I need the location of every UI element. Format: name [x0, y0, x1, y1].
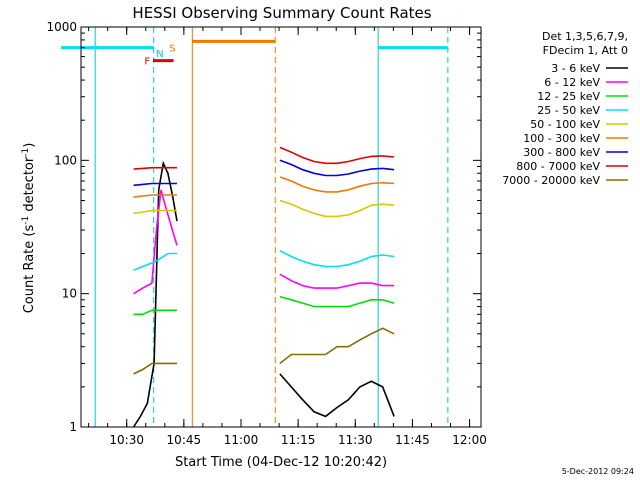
- chart-title: HESSI Observing Summary Count Rates: [132, 4, 431, 22]
- y-tick-label: 100: [54, 153, 77, 167]
- series-line-2-seg-0: [133, 309, 177, 316]
- flag-label-F: F: [144, 57, 150, 68]
- legend: Det 1,3,5,6,7,9, FDecim 1, Att 0 3 - 6 k…: [502, 30, 628, 187]
- series-line-1-seg-0: [133, 189, 178, 295]
- x-tick-label: 10:30: [109, 433, 144, 447]
- legend-header-line-2: FDecim 1, Att 0: [543, 44, 628, 57]
- series-line-4-seg-0: [133, 209, 177, 215]
- series-line-8-seg-1: [279, 327, 395, 365]
- y-tick-label: 10: [62, 287, 77, 301]
- series-line-3-seg-1: [279, 249, 395, 268]
- legend-entry-label: 50 - 100 keV: [530, 118, 600, 131]
- series-line-6-seg-0: [133, 182, 177, 187]
- series-line-1-seg-1: [279, 273, 395, 289]
- x-tick-label: 10:45: [167, 433, 202, 447]
- legend-entry-label: 800 - 7000 keV: [516, 160, 600, 173]
- y-axis-label: Count Rate (s-1 detector-1): [21, 143, 37, 314]
- y-tick-label: 1000: [46, 20, 77, 34]
- series-line-0-seg-1: [279, 373, 395, 418]
- y-tick-label: 1: [69, 420, 77, 434]
- legend-entry-label: 3 - 6 keV: [551, 62, 600, 75]
- series-line-2-seg-1: [279, 295, 395, 308]
- flag-label-S: S: [169, 44, 175, 55]
- series-line-4-seg-1: [279, 199, 395, 218]
- legend-entry-label: 12 - 25 keV: [537, 90, 600, 103]
- x-tick-label: 11:15: [281, 433, 316, 447]
- series-line-8-seg-0: [133, 362, 177, 375]
- series-line-5-seg-1: [279, 176, 395, 193]
- flag-label-N: N: [156, 49, 163, 60]
- series-line-7-seg-1: [279, 146, 395, 165]
- series-line-0-seg-0: [132, 160, 178, 428]
- plot-content: FN S: [61, 27, 449, 428]
- series-line-5-seg-0: [133, 194, 177, 198]
- legend-entry-label: 25 - 50 keV: [537, 104, 600, 117]
- plot-frame: [80, 26, 482, 428]
- x-tick-label: 11:30: [338, 433, 373, 447]
- footer-timestamp: 5-Dec-2012 09:24: [562, 467, 634, 476]
- legend-entry-label: 6 - 12 keV: [544, 76, 600, 89]
- legend-entry-label: 100 - 300 keV: [523, 132, 600, 145]
- series-line-6-seg-1: [279, 159, 395, 177]
- x-axis-label: Start Time (04-Dec-12 10:20:42): [175, 455, 387, 470]
- series-line-7-seg-0: [133, 166, 177, 170]
- x-axis: 10:30 10:45 11:00 11:15 11:30 11:45 12:00: [88, 27, 487, 447]
- series-line-3-seg-0: [133, 252, 177, 271]
- legend-header-line-1: Det 1,3,5,6,7,9,: [542, 30, 628, 43]
- x-tick-label: 11:00: [224, 433, 259, 447]
- y-axis: 1 10 100 1000: [46, 20, 481, 434]
- legend-entry-label: 300 - 800 keV: [523, 146, 600, 159]
- legend-entry-label: 7000 - 20000 keV: [502, 174, 600, 187]
- x-tick-label: 12:00: [452, 433, 487, 447]
- x-tick-label: 11:45: [395, 433, 430, 447]
